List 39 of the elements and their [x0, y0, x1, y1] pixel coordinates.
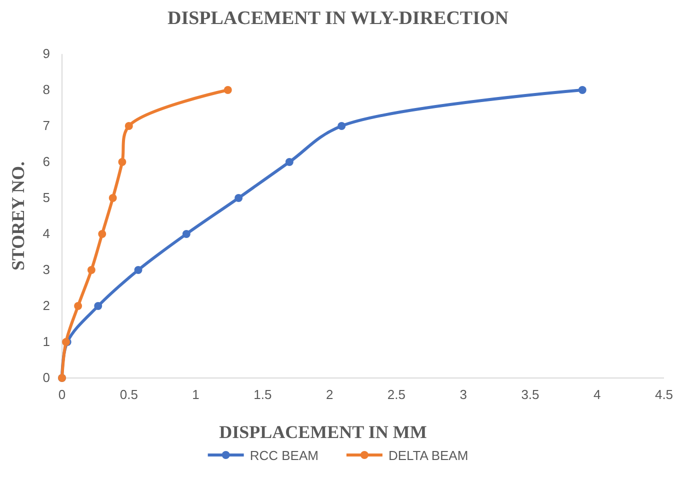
x-tick-label: 2.5: [387, 387, 406, 402]
point: [118, 158, 126, 166]
x-tick-label: 4: [593, 387, 601, 402]
y-tick-label: 1: [42, 334, 50, 350]
point: [108, 194, 117, 202]
point: [74, 302, 82, 310]
x-tick-label: 0.5: [120, 387, 138, 402]
legend-label: DELTA BEAM: [388, 448, 468, 463]
y-tick-label: 0: [42, 370, 50, 386]
point: [87, 266, 96, 274]
chart-title: DISPLACEMENT IN WLY-DIRECTION: [167, 8, 509, 29]
y-tick-label: 8: [42, 82, 50, 98]
y-tick-label: 4: [42, 226, 50, 242]
legend-label: RCC BEAM: [250, 448, 318, 463]
point: [182, 230, 190, 238]
point: [234, 194, 243, 202]
point: [578, 86, 586, 94]
x-tick-label: 1: [192, 387, 200, 402]
x-tick-label: 4.5: [654, 387, 674, 402]
y-tick-label: 7: [42, 118, 50, 134]
point: [94, 302, 102, 310]
x-tick-label: 3.5: [521, 387, 540, 402]
x-axis-title: DISPLACEMENT IN MM: [219, 422, 427, 442]
y-tick-label: 2: [42, 298, 50, 314]
x-tick-label: 1.5: [254, 387, 272, 402]
y-tick-label: 5: [42, 190, 50, 206]
x-tick-label: 0: [58, 387, 66, 402]
point: [285, 158, 294, 166]
point: [224, 86, 232, 94]
x-tick-label: 3: [460, 387, 467, 402]
y-axis-title: STOREY NO.: [8, 161, 28, 271]
point: [338, 122, 346, 130]
y-tick-label: 9: [42, 46, 50, 62]
point: [98, 230, 106, 238]
y-tick-label: 3: [42, 262, 50, 278]
point: [134, 266, 142, 274]
y-tick-label: 6: [42, 154, 50, 170]
x-tick-label: 2: [326, 387, 334, 402]
point: [124, 122, 133, 130]
